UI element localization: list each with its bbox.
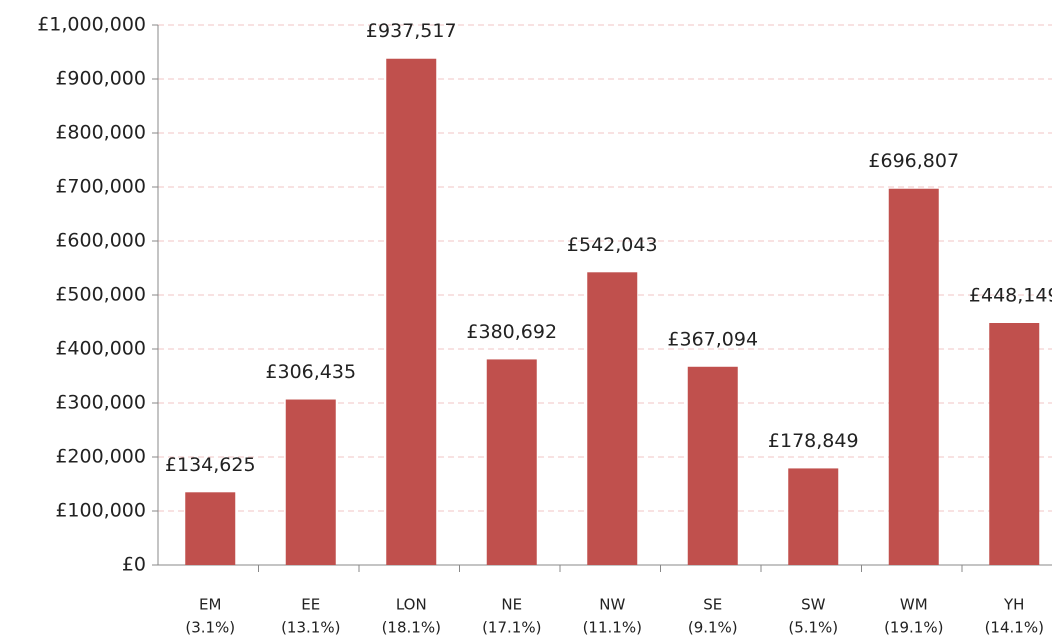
data-label: £134,625 xyxy=(165,454,256,476)
x-tick-share: (19.1%) xyxy=(884,619,943,637)
x-tick-share: (17.1%) xyxy=(482,619,541,637)
y-tick-label: £100,000 xyxy=(55,500,146,522)
bar xyxy=(788,468,839,565)
x-tick-share: (14.1%) xyxy=(985,619,1044,637)
y-tick-label: £1,000,000 xyxy=(37,14,146,36)
y-tick-label: £700,000 xyxy=(55,176,146,198)
x-tick-label: SW xyxy=(801,596,826,614)
y-tick-label: £200,000 xyxy=(55,446,146,468)
y-tick-label: £800,000 xyxy=(55,122,146,144)
x-tick-label: WM xyxy=(900,596,928,614)
y-tick-label: £0 xyxy=(122,554,146,576)
bar xyxy=(386,58,437,566)
y-tick-label: £300,000 xyxy=(55,392,146,414)
x-tick-label: NE xyxy=(501,596,522,614)
x-tick-label: YH xyxy=(1003,596,1024,614)
x-tick-label: EM xyxy=(199,596,221,614)
x-tick-share: (9.1%) xyxy=(688,619,738,637)
bar xyxy=(989,322,1040,565)
y-tick-label: £500,000 xyxy=(55,284,146,306)
data-label: £367,094 xyxy=(667,328,758,350)
bar xyxy=(888,188,939,565)
x-tick-label: LON xyxy=(396,596,427,614)
x-tick-share: (5.1%) xyxy=(788,619,838,637)
data-label: £178,849 xyxy=(768,430,859,452)
bar xyxy=(587,272,638,565)
bar xyxy=(285,399,336,565)
x-tick-share: (13.1%) xyxy=(281,619,340,637)
x-tick-label: SE xyxy=(703,596,722,614)
x-tick-share: (3.1%) xyxy=(185,619,235,637)
data-label: £696,807 xyxy=(868,150,959,172)
x-tick-label: EE xyxy=(301,596,320,614)
y-tick-label: £900,000 xyxy=(55,68,146,90)
data-label: £306,435 xyxy=(265,361,356,383)
bar xyxy=(486,359,537,565)
data-label: £542,043 xyxy=(567,234,658,256)
y-tick-label: £600,000 xyxy=(55,230,146,252)
bar xyxy=(185,492,236,565)
bar xyxy=(687,366,738,565)
x-tick-share: (18.1%) xyxy=(382,619,441,637)
data-label: £937,517 xyxy=(366,20,457,42)
x-tick-share: (11.1%) xyxy=(583,619,642,637)
data-label: £380,692 xyxy=(466,321,557,343)
x-tick-label: NW xyxy=(599,596,625,614)
data-label: £448,149 xyxy=(969,284,1052,306)
y-tick-label: £400,000 xyxy=(55,338,146,360)
